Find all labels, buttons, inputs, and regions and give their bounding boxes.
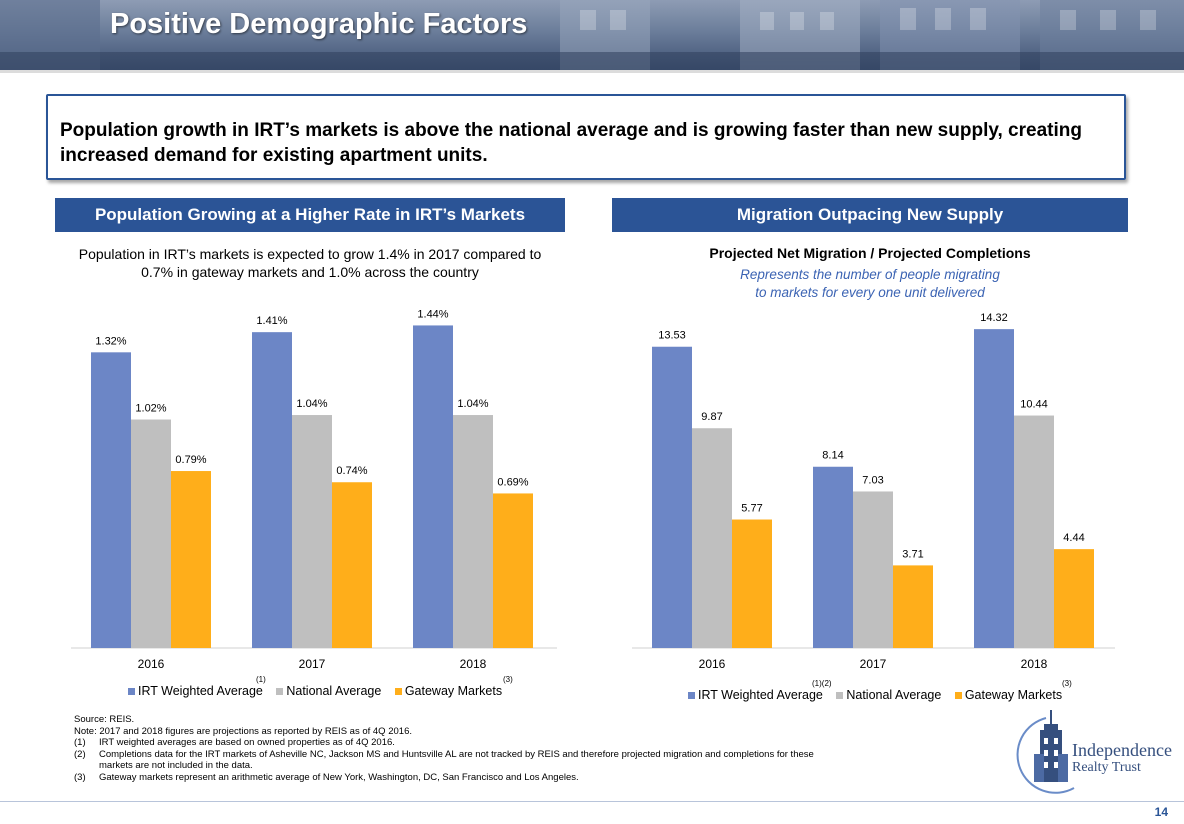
footnote-3: (3) Gateway markets represent an arithmet… <box>74 771 579 783</box>
right-legend: IRT Weighted Average National Average Ga… <box>688 688 1072 702</box>
header-divider <box>0 70 1184 73</box>
building-photo <box>0 0 1184 70</box>
bar-2016-2 <box>171 471 211 648</box>
left-legend-sup-irt: (1) <box>256 675 266 684</box>
bar-2016-2 <box>732 519 772 648</box>
irt-logo-icon <box>1016 710 1075 794</box>
data-label: 1.04% <box>296 398 327 410</box>
data-label: 5.77 <box>741 503 762 515</box>
bar-2018-0 <box>974 329 1014 648</box>
legend-swatch-gateway <box>394 688 402 696</box>
left-subtitle-line1: Population in IRT’s markets is expected … <box>78 246 542 262</box>
legend-national: National Average <box>836 688 941 702</box>
legend-swatch-irt <box>688 692 695 700</box>
legend-national: National Average <box>276 684 381 698</box>
bar-2018-2 <box>493 493 533 648</box>
migration-completions-chart: 13.53 9.87 5.77 2016 8.14 7.03 3.71 2017 14.32 10… <box>632 312 1115 671</box>
callout-text: Population growth in IRT’s markets is ab… <box>60 120 1082 166</box>
data-label: 9.87 <box>701 411 722 423</box>
footnote-1: (1) IRT weighted averages are based on ow… <box>74 737 395 748</box>
x-tick-label: 2016 <box>138 657 165 671</box>
legend-swatch-national <box>276 688 284 696</box>
data-label: 1.02% <box>135 403 166 415</box>
bar-2018-1 <box>453 415 493 648</box>
data-label: 1.41% <box>256 315 287 327</box>
right-chart-title: Projected Net Migration / Projected Comp… <box>709 245 1031 261</box>
bar-2017-0 <box>813 466 853 648</box>
page-number: 14 <box>1154 805 1168 819</box>
data-label: 13.53 <box>658 330 686 342</box>
left-legend-sup-gateway: (3) <box>503 675 513 684</box>
bar-2016-0 <box>652 346 692 648</box>
bar-2017-0 <box>252 332 292 648</box>
x-tick-label: 2018 <box>460 657 487 671</box>
logo-text-line2: Realty Trust <box>1072 760 1141 775</box>
data-label: 1.44% <box>417 308 448 320</box>
left-panel-header: Population Growing at a Higher Rate in I… <box>55 198 565 232</box>
data-label: 7.03 <box>862 474 883 486</box>
bar-2017-1 <box>292 415 332 648</box>
header-banner: Positive Demographic Factors <box>0 0 1184 70</box>
right-panel-header: Migration Outpacing New Supply <box>612 198 1128 232</box>
bar-2017-1 <box>853 491 893 648</box>
data-label: 1.32% <box>95 335 126 347</box>
bar-2017-2 <box>893 565 933 648</box>
page-title: Positive Demographic Factors <box>110 8 528 40</box>
callout-box: Population growth in IRT’s markets is ab… <box>46 94 1126 180</box>
legend-gateway: Gateway Markets <box>394 684 502 698</box>
legend-swatch-irt <box>128 688 135 696</box>
right-legend-sup-irt: (1)(2) <box>812 679 832 688</box>
legend-swatch-gateway <box>954 692 962 700</box>
legend-irt: IRT Weighted Average <box>128 684 263 698</box>
footnote-2-cont: markets are not included in the data. <box>99 760 253 771</box>
population-growth-chart: 1.32% 1.02% 0.79% 2016 1.41% 1.04% 0.74% 2017 1.… <box>71 308 557 671</box>
data-label: 0.74% <box>336 465 367 477</box>
bar-2018-0 <box>413 325 453 648</box>
bar-2018-2 <box>1054 549 1094 648</box>
legend-swatch-national <box>836 692 844 700</box>
bar-2016-1 <box>692 428 732 648</box>
right-chart-note: Represents the number of people migratin… <box>612 266 1128 302</box>
bar-2016-0 <box>91 352 131 648</box>
left-legend: IRT Weighted Average National Average Ga… <box>128 684 512 698</box>
data-label: 3.71 <box>902 548 923 560</box>
footer-divider <box>0 801 1184 802</box>
left-chart-subtitle: Population in IRT’s markets is expected … <box>55 245 565 281</box>
x-tick-label: 2017 <box>299 657 326 671</box>
x-tick-label: 2018 <box>1021 657 1048 671</box>
left-subtitle-line2: 0.7% in gateway markets and 1.0% across … <box>141 264 479 280</box>
footnote-2: (2) Completions data for the IRT markets … <box>74 748 814 760</box>
data-label: 8.14 <box>822 450 843 462</box>
data-label: 4.44 <box>1063 532 1084 544</box>
logo-text-line1: Independence <box>1072 740 1172 760</box>
footnotes: Source: REIS. Note: 2017 and 2018 figure… <box>74 714 814 783</box>
right-legend-sup-gateway: (3) <box>1062 679 1072 688</box>
data-label: 1.04% <box>457 398 488 410</box>
x-tick-label: 2016 <box>699 657 726 671</box>
data-label: 14.32 <box>980 312 1008 324</box>
footnote-source: Source: REIS. <box>74 714 135 725</box>
right-note-line2: to markets for every one unit delivered <box>755 285 985 300</box>
data-label: 0.69% <box>497 476 528 488</box>
bar-2018-1 <box>1014 415 1054 648</box>
right-note-line1: Represents the number of people migratin… <box>740 267 1000 282</box>
bar-2017-2 <box>332 482 372 648</box>
legend-irt: IRT Weighted Average <box>688 688 823 702</box>
bar-2016-1 <box>131 419 171 648</box>
data-label: 0.79% <box>175 454 206 466</box>
x-tick-label: 2017 <box>860 657 887 671</box>
data-label: 10.44 <box>1020 399 1048 411</box>
legend-gateway: Gateway Markets <box>954 688 1062 702</box>
footnote-note: Note: 2017 and 2018 figures are projecti… <box>74 725 412 737</box>
